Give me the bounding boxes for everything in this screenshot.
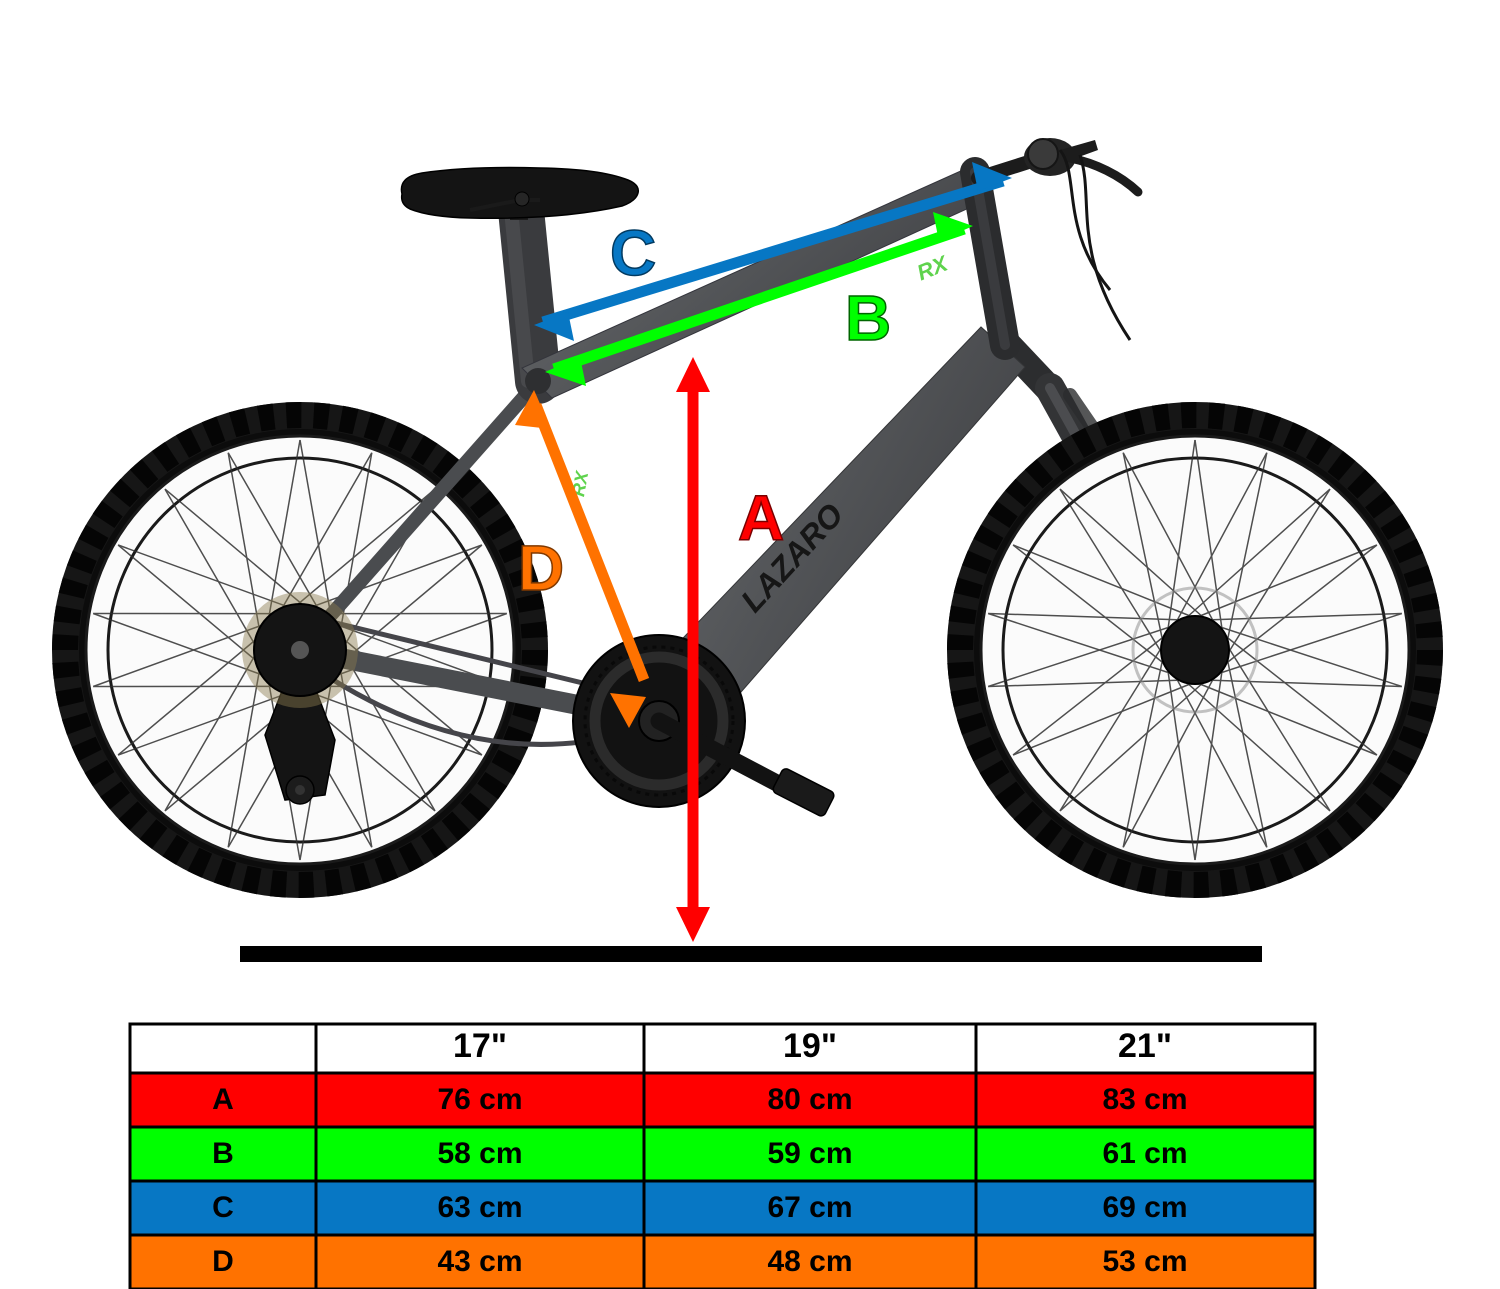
svg-text:53 cm: 53 cm — [1102, 1245, 1187, 1278]
svg-text:48 cm: 48 cm — [767, 1245, 852, 1278]
svg-text:A: A — [738, 482, 784, 554]
svg-text:69 cm: 69 cm — [1102, 1191, 1187, 1224]
svg-text:17": 17" — [453, 1027, 507, 1065]
svg-text:76 cm: 76 cm — [437, 1083, 522, 1116]
svg-text:B: B — [212, 1137, 234, 1170]
svg-text:67 cm: 67 cm — [767, 1191, 852, 1224]
svg-text:D: D — [212, 1245, 234, 1278]
svg-text:C: C — [212, 1191, 234, 1224]
svg-text:21": 21" — [1118, 1027, 1172, 1065]
svg-text:83 cm: 83 cm — [1102, 1083, 1187, 1116]
svg-text:43 cm: 43 cm — [437, 1245, 522, 1278]
svg-text:RX: RX — [913, 250, 952, 285]
svg-text:63 cm: 63 cm — [437, 1191, 522, 1224]
svg-text:19": 19" — [783, 1027, 837, 1065]
svg-text:B: B — [845, 282, 891, 354]
svg-text:C: C — [610, 217, 656, 289]
svg-text:A: A — [212, 1083, 234, 1116]
svg-text:D: D — [518, 532, 564, 604]
svg-text:80 cm: 80 cm — [767, 1083, 852, 1116]
svg-text:58 cm: 58 cm — [437, 1137, 522, 1170]
svg-text:61 cm: 61 cm — [1102, 1137, 1187, 1170]
svg-text:59 cm: 59 cm — [767, 1137, 852, 1170]
